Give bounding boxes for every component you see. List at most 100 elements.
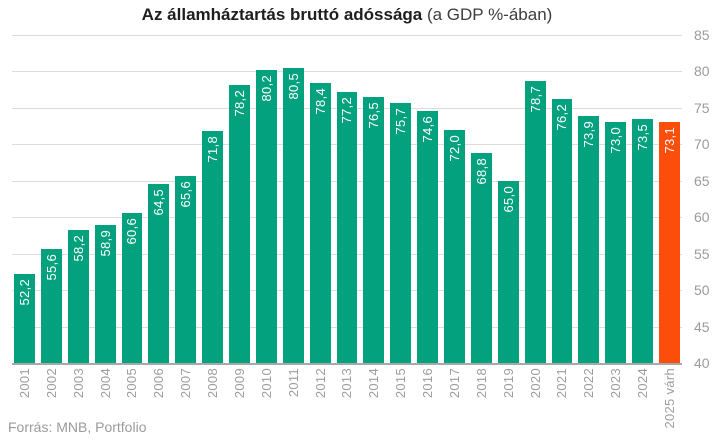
bar-value-label: 77,2 xyxy=(339,96,355,124)
bar-2023: 73,0 xyxy=(605,122,627,363)
x-axis-cell: 2017 xyxy=(444,368,465,438)
x-axis-cell: 2008 xyxy=(202,368,223,438)
bar-2007: 65,6 xyxy=(175,176,197,363)
bar-value-label: 65,0 xyxy=(500,185,516,213)
x-axis-cell: 2025 várh xyxy=(659,368,680,438)
bar-value-label: 73,0 xyxy=(608,127,624,154)
x-axis-label: 2011 xyxy=(285,368,301,398)
x-axis-label: 2002 xyxy=(43,368,59,399)
x-axis-cell: 2022 xyxy=(578,368,599,438)
y-axis-tick-label: 80 xyxy=(694,63,710,80)
x-axis-cell: 2018 xyxy=(471,368,492,438)
bar-2017: 72,0 xyxy=(444,129,465,363)
bar-value-label: 73,9 xyxy=(581,120,597,148)
bar-value-label: 76,5 xyxy=(366,101,382,129)
bar-value-label: 76,2 xyxy=(554,104,570,131)
x-axis-label: 2006 xyxy=(151,368,167,399)
bar-value-label: 58,9 xyxy=(97,230,113,257)
x-axis-label: 2013 xyxy=(339,368,355,399)
bar-2019: 65,0 xyxy=(497,180,519,363)
plot-area: 85 80 75 70 65 60 55 50 45 40 52,2 55,6 58,2 58,9 60,… xyxy=(12,28,710,370)
x-axis-label: 2008 xyxy=(205,368,221,399)
bar-2006: 64,5 xyxy=(148,184,170,363)
chart-title-main: Az államháztartás bruttó adóssága xyxy=(141,5,423,24)
x-axis-label: 2007 xyxy=(178,368,194,399)
bar-value-label: 78,7 xyxy=(527,85,543,113)
x-axis-label: 2012 xyxy=(312,368,328,399)
x-axis-label: 2020 xyxy=(527,368,543,399)
bar-2002: 55,6 xyxy=(40,249,62,363)
bar-2015: 75,7 xyxy=(390,102,412,363)
x-axis-cell: 2007 xyxy=(175,368,196,438)
bar-value-label: 80,2 xyxy=(258,75,274,102)
x-axis-label: 2009 xyxy=(231,368,247,399)
bar-value-label: 52,2 xyxy=(16,279,32,306)
bar-2013: 77,2 xyxy=(336,91,358,363)
y-axis-tick-label: 55 xyxy=(694,245,710,262)
bar-value-label: 74,6 xyxy=(420,115,436,143)
x-axis-label: 2024 xyxy=(635,368,651,399)
x-axis-cell: 2016 xyxy=(417,368,438,438)
x-axis-label: 2010 xyxy=(258,368,274,399)
y-axis-tick-label: 70 xyxy=(694,136,710,153)
bars-layer: 52,2 55,6 58,2 58,9 60,6 64,5 65,6 71,8 78,2 80,2… xyxy=(12,35,682,363)
y-axis-tick-label: 40 xyxy=(694,355,710,371)
gridline xyxy=(12,71,682,73)
x-axis-label: 2015 xyxy=(393,368,409,399)
x-axis-cell: 2011 xyxy=(283,368,304,438)
x-axis-label: 2019 xyxy=(500,368,516,399)
bar-value-label: 65,6 xyxy=(178,181,194,208)
bar-value-label: 58,2 xyxy=(70,235,86,262)
x-axis-label: 2018 xyxy=(473,368,489,399)
bar-value-label: 64,5 xyxy=(151,189,167,216)
x-axis-cell: 2012 xyxy=(310,368,331,438)
x-axis-cell: 2014 xyxy=(363,368,384,438)
bar-value-label: 68,8 xyxy=(473,158,489,185)
x-axis-cell: 2013 xyxy=(337,368,358,438)
x-axis-cell: 2010 xyxy=(256,368,277,438)
y-axis-tick-label: 50 xyxy=(694,282,710,299)
bar-value-label: 78,4 xyxy=(312,88,328,115)
y-axis-tick-label: 65 xyxy=(694,172,710,189)
bar-2012: 78,4 xyxy=(309,83,331,363)
bar-value-label: 72,0 xyxy=(446,134,462,162)
bar-2016: 74,6 xyxy=(417,110,438,363)
x-axis-cell: 2020 xyxy=(525,368,546,438)
bar-value-label: 73,1 xyxy=(661,126,677,154)
x-axis-cell: 2019 xyxy=(498,368,519,438)
bar-2020: 78,7 xyxy=(524,80,546,363)
x-axis-cell: 2009 xyxy=(229,368,250,438)
gridline xyxy=(12,35,682,36)
x-axis-label: 2017 xyxy=(446,368,462,399)
x-axis-label: 2004 xyxy=(97,368,113,399)
y-axis-tick-label: 45 xyxy=(694,318,710,335)
bar-value-label: 80,5 xyxy=(285,72,301,100)
bar-2005: 60,6 xyxy=(121,212,143,363)
bar-value-label: 71,8 xyxy=(205,136,221,163)
bar-2004: 58,9 xyxy=(94,225,116,363)
bar-2025-várh: 73,1 xyxy=(659,121,680,363)
x-axis-label: 2022 xyxy=(581,368,597,399)
chart-title-suffix: (a GDP %-ában) xyxy=(422,5,553,24)
x-axis-cell: 2021 xyxy=(552,368,573,438)
x-axis-cell: 2015 xyxy=(390,368,411,438)
y-axis-tick-label: 85 xyxy=(694,27,710,43)
bar-value-label: 55,6 xyxy=(43,254,59,281)
y-axis-tick-label: 60 xyxy=(694,209,710,226)
bar-2008: 71,8 xyxy=(202,131,223,363)
bar-value-label: 73,5 xyxy=(635,123,651,151)
x-axis-label: 2001 xyxy=(16,368,32,399)
bar-2021: 76,2 xyxy=(551,99,573,363)
x-axis-label: 2025 várh xyxy=(661,368,677,429)
chart-title: Az államháztartás bruttó adóssága (a GDP… xyxy=(12,3,682,27)
bar-2011: 80,5 xyxy=(282,67,304,363)
x-axis-cell: 2024 xyxy=(632,368,653,438)
bar-2010: 80,2 xyxy=(255,70,277,363)
y-axis-tick-label: 75 xyxy=(694,99,710,116)
bar-value-label: 75,7 xyxy=(393,107,409,135)
bar-2003: 58,2 xyxy=(67,230,89,363)
bar-2022: 73,9 xyxy=(578,115,600,363)
bar-value-label: 60,6 xyxy=(124,217,140,245)
x-axis-cell: 2006 xyxy=(148,368,169,438)
